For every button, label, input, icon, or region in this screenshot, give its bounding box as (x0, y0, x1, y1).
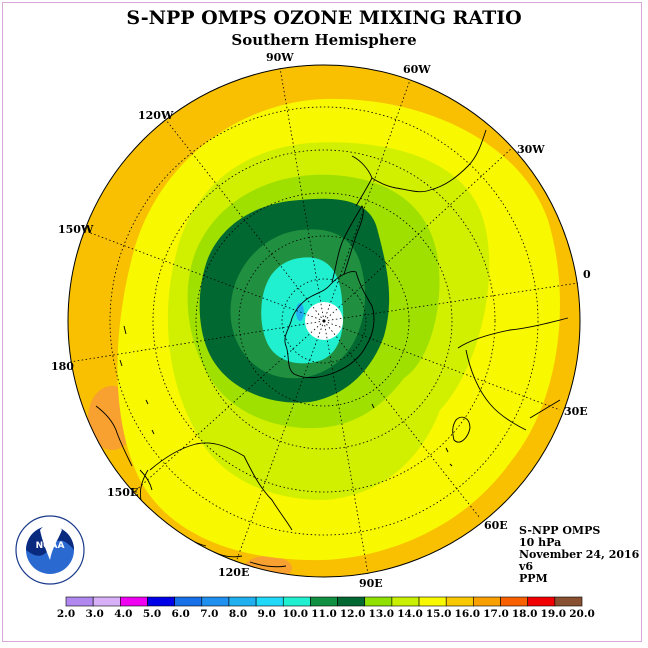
antarctica-coast (284, 271, 375, 379)
colorbar-swatch (527, 596, 556, 607)
colorbar-swatch (201, 596, 230, 607)
pacific-islands (119, 325, 453, 467)
colorbar-swatch (65, 596, 94, 607)
instrument-name: S-NPP OMPS (519, 524, 601, 537)
colorbar-tick-label: 13.0 (368, 608, 395, 620)
colorbar-tick-label: 15.0 (425, 608, 452, 620)
graticule (69, 67, 579, 575)
lon-label-90e: 90E (359, 577, 383, 590)
south-pole-marker (322, 319, 326, 323)
figure-frame (2, 2, 642, 642)
lon-label-60e: 60E (484, 519, 508, 532)
ozone-band-17 (244, 556, 292, 577)
colorbar-swatch (255, 596, 284, 607)
map-subtitle: Southern Hemisphere (231, 31, 417, 49)
colorbar-tick-label: 10.0 (282, 608, 309, 620)
colorbar-tick-label: 2.0 (56, 608, 76, 620)
lon-label-60w: 60W (403, 63, 431, 76)
lon-label-0: 0 (583, 268, 591, 281)
colorbar-tick-label: 8.0 (228, 608, 248, 620)
noaa-logo: NOAA (15, 515, 85, 585)
colorbar-swatch (282, 596, 311, 607)
map-title: S-NPP OMPS OZONE MIXING RATIO (126, 7, 522, 29)
colorbar-swatch (310, 596, 338, 607)
colorbar-swatch (337, 596, 366, 607)
south-america-coast (351, 129, 487, 207)
madagascar-coast (452, 416, 471, 443)
colorbar-tick-label: 9.0 (257, 608, 276, 620)
new-zealand-coast (95, 405, 153, 491)
colorbar-tick-label: 7.0 (200, 608, 219, 620)
colorbar-tick-label: 11.0 (311, 608, 337, 620)
lon-label-150e: 150E (107, 486, 139, 499)
ozone-band-9 (296, 303, 304, 321)
pressure-level: 10 hPa (519, 536, 562, 549)
colorbar-swatch (228, 596, 257, 607)
colorbar-tick-label: 16.0 (454, 608, 481, 620)
lon-label-90w: 90W (266, 51, 294, 64)
latitude-circle-60s (195, 192, 453, 450)
africa-coast (457, 317, 569, 431)
latitude-circle-40s (109, 106, 539, 536)
colorbar-swatch (364, 596, 393, 607)
colorbar-tick-label: 14.0 (397, 608, 423, 620)
colorbar-swatch (445, 596, 474, 607)
colorbar-tick-label: 4.0 (114, 608, 133, 620)
colorbar (65, 596, 583, 607)
colorbar-swatch (500, 596, 528, 607)
noaa-logo-text: NOAA (36, 541, 65, 551)
colorbar-tick-label: 20.0 (569, 608, 595, 620)
meridians (69, 67, 579, 575)
colorbar-tick-label: 12.0 (339, 608, 366, 620)
colorbar-tick-label: 3.0 (85, 608, 104, 620)
observation-date: November 24, 2016 (519, 548, 640, 561)
colorbar-tick-label: 6.0 (171, 608, 190, 620)
product-version: v6 (519, 560, 534, 573)
lon-label-30w: 30W (517, 143, 545, 156)
latitude-circle-80s (281, 278, 367, 364)
lon-label-180: 180 (51, 360, 74, 373)
colorbar-tick-label: 17.0 (483, 608, 509, 620)
latitude-circle-70s (238, 235, 410, 407)
colorbar-tick-label: 5.0 (142, 608, 162, 620)
info-block: S-NPP OMPS 10 hPa November 24, 2016 v6 P… (519, 525, 639, 585)
antarctic-peninsula (331, 205, 364, 283)
colorbar-swatch (391, 596, 420, 607)
colorbar-swatch (147, 596, 175, 607)
lon-label-30e: 30E (564, 405, 588, 418)
colorbar-swatch (92, 596, 121, 607)
colorbar-swatch (174, 596, 203, 607)
map-boundary (67, 64, 581, 578)
colorbar-swatch (473, 596, 501, 607)
units-label: PPM (519, 572, 548, 585)
latitude-circle-50s (152, 149, 496, 493)
colorbar-swatch (120, 596, 148, 607)
colorbar-swatch (418, 596, 447, 607)
lon-label-150w: 150W (58, 223, 94, 236)
coastlines (95, 129, 569, 568)
colorbar-tick-label: 18.0 (511, 608, 538, 620)
colorbar-swatch (554, 596, 583, 607)
colorbar-tick-label: 19.0 (540, 608, 567, 620)
lon-label-120w: 120W (138, 109, 174, 122)
lon-label-120e: 120E (218, 566, 250, 579)
